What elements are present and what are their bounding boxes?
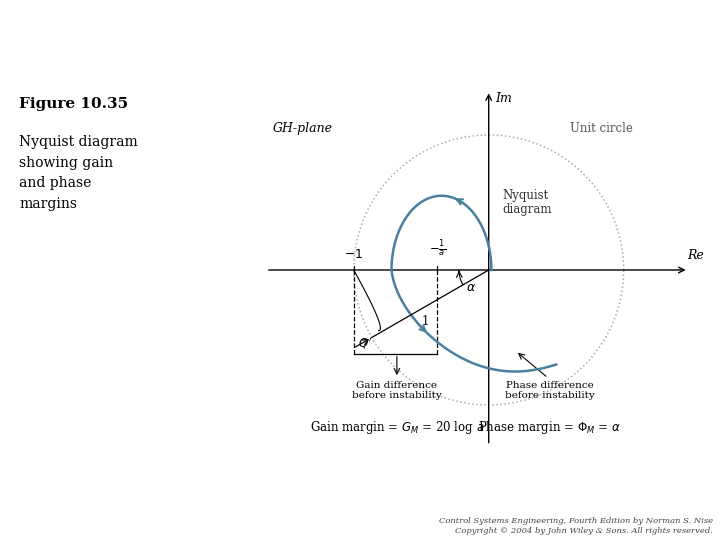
Text: Gain margin = $G_M$ = 20 log $a$: Gain margin = $G_M$ = 20 log $a$	[310, 418, 484, 435]
Text: GH-plane: GH-plane	[273, 122, 333, 135]
Text: $\alpha$: $\alpha$	[466, 281, 476, 294]
Text: Figure 10.35: Figure 10.35	[19, 97, 129, 111]
Text: Re: Re	[687, 249, 704, 262]
Text: Gain difference
before instability: Gain difference before instability	[352, 381, 442, 400]
Text: Unit circle: Unit circle	[570, 122, 633, 135]
Text: $Q'$: $Q'$	[358, 335, 372, 350]
Text: Control Systems Engineering, Fourth Edition by Norman S. Nise
Copyright © 2004 b: Control Systems Engineering, Fourth Edit…	[438, 517, 713, 535]
Text: $-1$: $-1$	[344, 247, 364, 261]
Text: 1: 1	[422, 314, 429, 328]
Text: Phase margin = $\Phi_M$ = $\alpha$: Phase margin = $\Phi_M$ = $\alpha$	[478, 418, 621, 435]
Text: Nyquist
diagram: Nyquist diagram	[502, 188, 552, 217]
Text: Phase difference
before instability: Phase difference before instability	[505, 381, 594, 400]
Text: Im: Im	[495, 92, 513, 105]
Text: $-\frac{1}{a}$: $-\frac{1}{a}$	[429, 239, 446, 259]
Text: Nyquist diagram
showing gain
and phase
margins: Nyquist diagram showing gain and phase m…	[19, 135, 138, 211]
